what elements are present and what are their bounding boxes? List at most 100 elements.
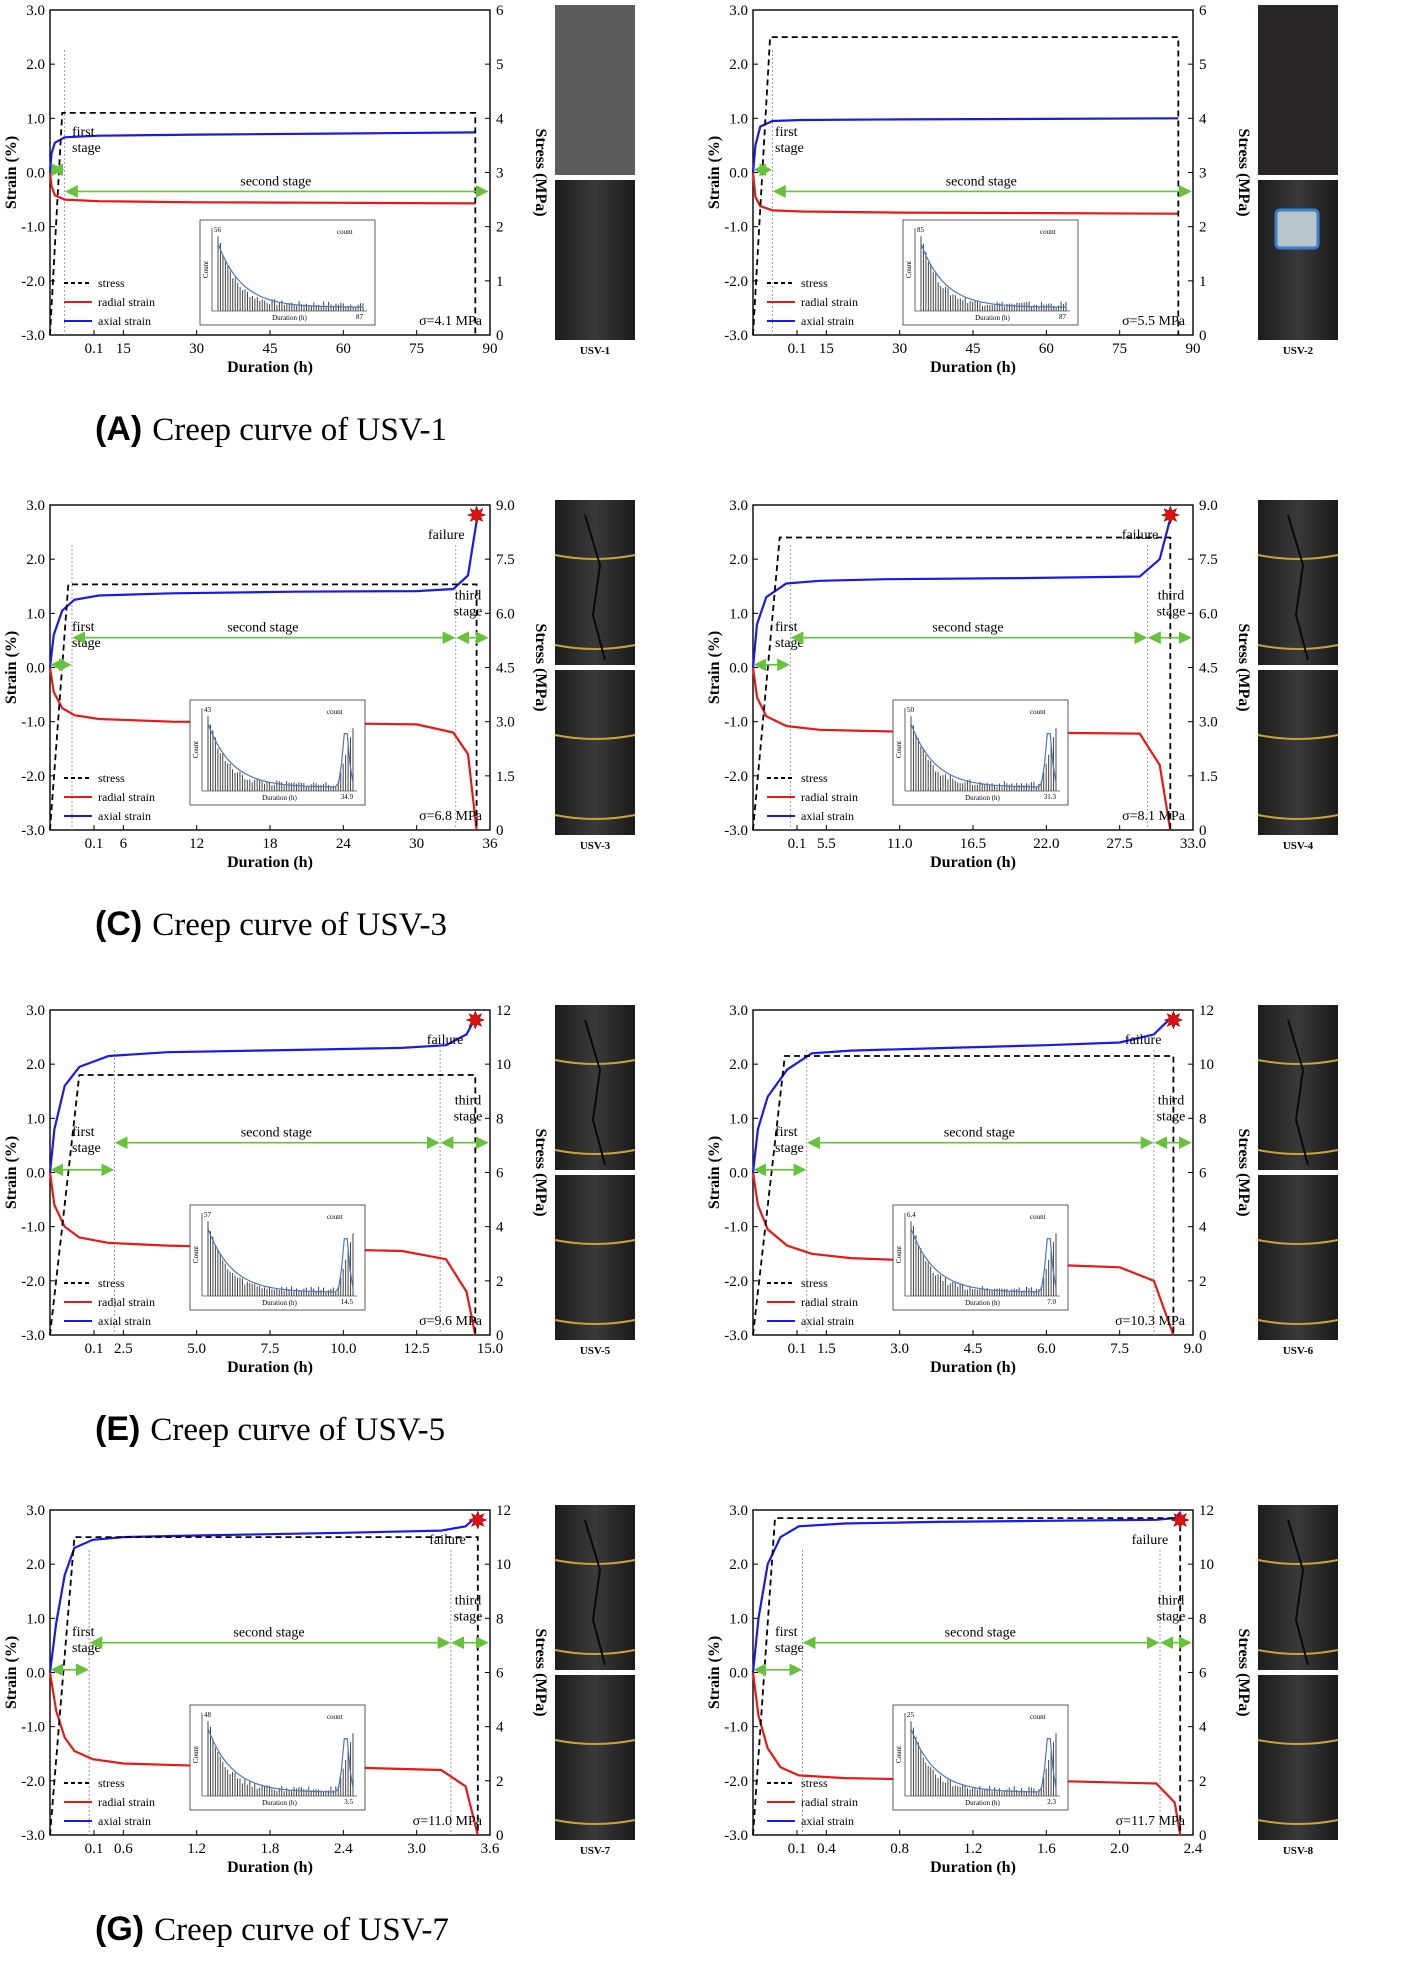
- x-tick-label: 12.5: [404, 1341, 430, 1357]
- inset-plot: 56 87 Duration (h) count Count: [199, 219, 376, 326]
- y2-tick-label: 0: [1199, 328, 1207, 344]
- inset-legend: count: [1040, 228, 1056, 236]
- y2-tick-label: 4: [496, 1220, 504, 1236]
- inset-legend: count: [337, 228, 353, 236]
- specimen-crack: [1287, 514, 1309, 661]
- y2-tick-label: 1: [496, 274, 504, 290]
- specimen-band: [1257, 1059, 1339, 1065]
- y-tick-label: 2.0: [729, 57, 748, 73]
- inset-plot: 25 2.3 Duration (h) count Count: [892, 1704, 1069, 1811]
- specimen-photo-bottom: [1258, 1675, 1338, 1840]
- specimen-photos: USV-4: [1257, 500, 1339, 852]
- x-tick-label: 3.0: [890, 1341, 909, 1357]
- x-tick-label: 18: [263, 836, 278, 852]
- x-tick-label: 60: [336, 341, 351, 357]
- third-stage-label: third stage: [454, 589, 483, 620]
- specimen-photo-bottom: [555, 670, 635, 835]
- third-stage-label: third stage: [1157, 589, 1186, 620]
- y2-tick-label: 9.0: [496, 498, 515, 514]
- inset-ylabel: Count: [895, 1246, 903, 1263]
- x-tick-label: 33.0: [1180, 836, 1206, 852]
- y-tick-label: -3.0: [21, 823, 45, 839]
- y-tick-label: 0.0: [26, 661, 45, 677]
- specimen-label: USV-3: [580, 840, 611, 852]
- x-tick-label: 2.0: [1110, 1841, 1129, 1857]
- x-tick-label: 1.6: [1037, 1841, 1056, 1857]
- x-axis-label: Duration (h): [930, 359, 1016, 376]
- second-stage-label: second stage: [241, 1126, 312, 1141]
- y2-tick-label: 1.5: [496, 769, 515, 785]
- first-stage-label: first stage: [72, 1625, 101, 1656]
- y-tick-label: 1.0: [729, 1611, 748, 1627]
- inset-ylabel: Count: [895, 741, 903, 758]
- first-stage-label: first stage: [72, 1125, 101, 1156]
- y2-axis-label: Stress (MPa): [1235, 1628, 1252, 1716]
- inset-legend: count: [1030, 1213, 1046, 1221]
- inset-fit-line: [920, 243, 1066, 308]
- legend-label: axial strain: [801, 1814, 854, 1828]
- y2-tick-label: 4.5: [496, 661, 515, 677]
- inset-plot: 50 31.3 Duration (h) count Count: [892, 699, 1069, 806]
- y-axis-label: Strain (%): [3, 1636, 20, 1709]
- specimen-band: [1257, 1149, 1339, 1155]
- x-tick-label: 0.1: [85, 836, 104, 852]
- inset-peak-label: 43: [204, 706, 212, 714]
- y2-tick-label: 2: [496, 1274, 504, 1290]
- y-tick-label: -1.0: [21, 220, 45, 236]
- x-tick-label: 15.0: [477, 1341, 503, 1357]
- y2-tick-label: 8: [496, 1111, 504, 1127]
- y-tick-label: 1.0: [729, 606, 748, 622]
- specimen-photo-top: [555, 500, 635, 665]
- x-tick-label: 0.4: [817, 1841, 836, 1857]
- stress-line: [752, 1055, 1175, 1336]
- y2-tick-label: 4: [496, 1720, 504, 1736]
- legend-label: radial strain: [801, 1795, 858, 1809]
- specimen-band: [554, 554, 636, 560]
- legend-label: radial strain: [98, 790, 155, 804]
- specimen-crack: [1287, 1519, 1309, 1666]
- inset-plot: 85 87 Duration (h) count Count: [902, 219, 1079, 326]
- specimen-photo-top: [1258, 1005, 1338, 1170]
- y2-tick-label: 5: [1199, 57, 1207, 73]
- y2-tick-label: 2: [1199, 1274, 1207, 1290]
- y2-axis-label: Stress (MPa): [1235, 1128, 1252, 1216]
- x-tick-label: 9.0: [1184, 1341, 1203, 1357]
- legend-label: axial strain: [98, 1314, 151, 1328]
- x-tick-label: 75: [409, 341, 424, 357]
- x-tick-label: 1.5: [817, 1341, 836, 1357]
- radial-strain-line: [48, 667, 478, 831]
- y2-tick-label: 3.0: [496, 715, 515, 731]
- inset-peak-label: 85: [917, 226, 925, 234]
- specimen-band: [1257, 814, 1339, 820]
- specimen-label: USV-7: [580, 1845, 611, 1857]
- y-tick-label: 2.0: [729, 1057, 748, 1073]
- y2-tick-label: 10: [496, 1557, 511, 1573]
- y-tick-label: 3.0: [26, 1503, 45, 1519]
- second-stage-label: second stage: [944, 1126, 1015, 1141]
- legend-label: axial strain: [98, 809, 151, 823]
- y2-tick-label: 2: [1199, 1774, 1207, 1790]
- y-tick-label: 2.0: [26, 552, 45, 568]
- specimen-band: [554, 1819, 636, 1825]
- inset-xlabel: Duration (h): [272, 314, 307, 322]
- y-tick-label: 0.0: [26, 166, 45, 182]
- y-tick-label: -1.0: [724, 715, 748, 731]
- failure-label: failure: [429, 1533, 466, 1548]
- first-stage-label: first stage: [72, 125, 101, 156]
- panel-caption: (A) Creep curve of USV-1: [95, 410, 447, 448]
- x-tick-label: 2.4: [1184, 1841, 1203, 1857]
- y-axis-label: Strain (%): [706, 631, 723, 704]
- x-tick-label: 15: [819, 341, 834, 357]
- inset-xmax-label: 2.3: [1047, 1798, 1056, 1806]
- inset-peak-label: 25: [907, 1711, 915, 1719]
- inset-peak-label: 56: [214, 226, 222, 234]
- inset-plot: 6.4 7.0 Duration (h) count Count: [892, 1204, 1069, 1311]
- y2-axis-label: Stress (MPa): [532, 128, 549, 216]
- inset-xlabel: Duration (h): [965, 1799, 1000, 1807]
- y2-tick-label: 12: [496, 1503, 511, 1519]
- first-stage-label: first stage: [775, 620, 804, 651]
- axial-strain-line: [48, 1017, 477, 1173]
